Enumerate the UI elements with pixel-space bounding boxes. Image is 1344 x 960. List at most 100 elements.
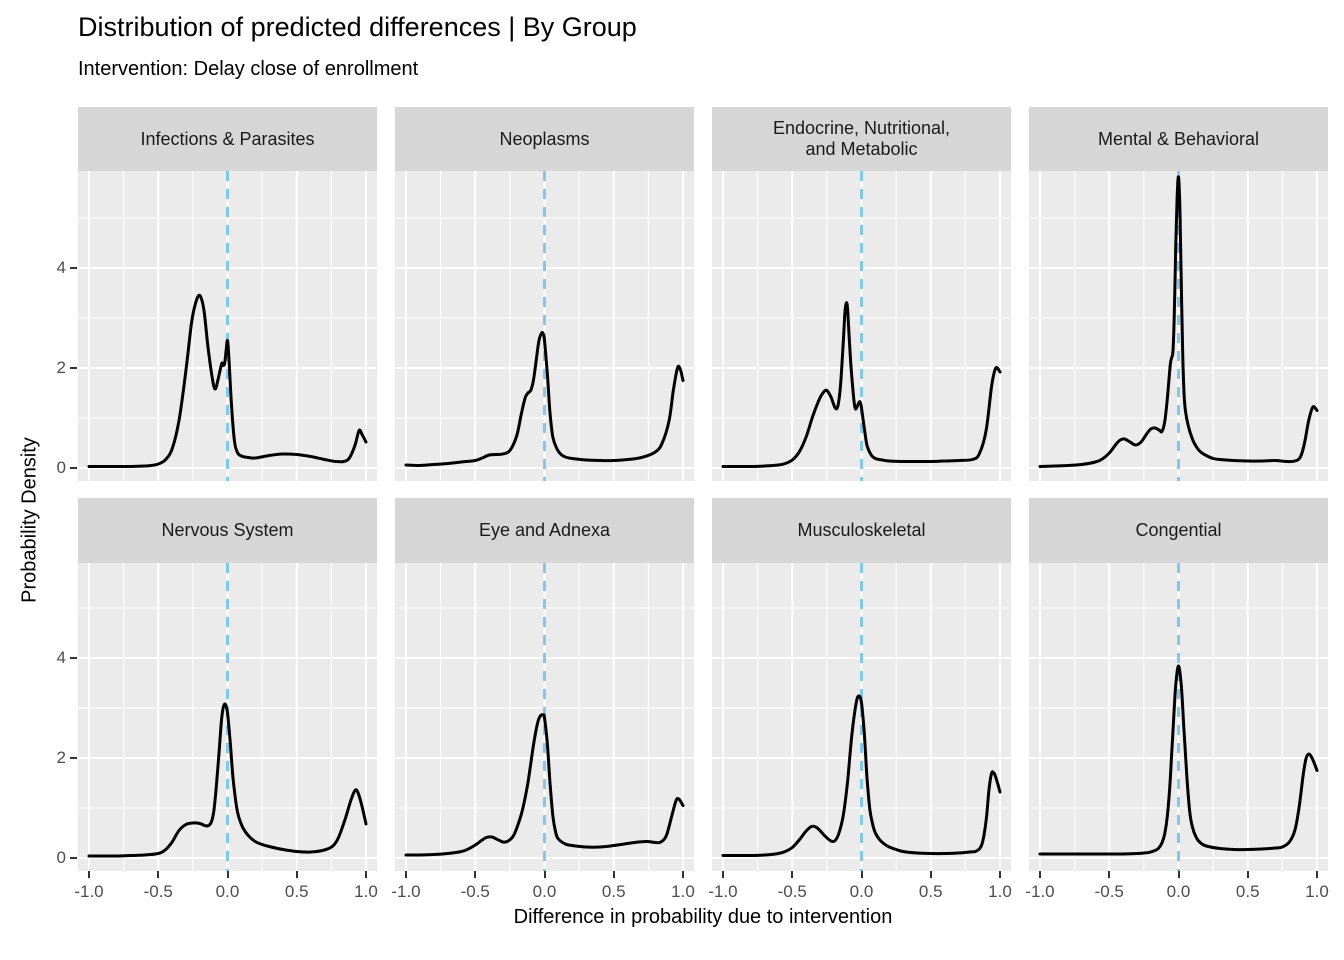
minor-gridlines [712,171,1011,481]
y-tick-label: 4 [56,258,66,277]
x-tick-mark [1039,871,1041,878]
density-plot-endocrine-nutritional-and-metabolic [712,171,1011,481]
facet-strip-musculoskeletal: Musculoskeletal [712,498,1011,563]
y-tick-mark [70,757,77,759]
x-tick-label: 0.5 [1235,882,1260,901]
minor-gridlines [1029,171,1328,481]
x-tick-label: 0.0 [1166,882,1191,901]
plot-title: Distribution of predicted differences | … [78,12,637,42]
x-tick-mark [543,871,546,878]
facet-strip-endocrine-nutritional-and-metabolic: Endocrine, Nutritional, and Metabolic [712,107,1011,171]
x-tick-label: 0.0 [849,882,874,901]
y-axis-title-text: Probability Density [18,437,41,603]
facet-strip-label: Mental & Behavioral [1097,128,1260,149]
facet-strip-nervous-system: Nervous System [78,498,377,563]
x-tick-label: 0.0 [215,882,240,901]
x-tick-label: -0.5 [460,882,490,901]
major-gridlines [712,171,1011,481]
major-gridlines [1029,171,1328,481]
major-gridlines [395,171,694,481]
x-tick-label: 1.0 [1305,882,1329,901]
y-tick-label: 2 [56,748,66,767]
facet-strip-congential: Congential [1029,498,1328,563]
facet-strip-label: Eye and Adnexa [478,520,611,540]
density-curve [87,702,368,858]
x-tick-mark [612,871,615,878]
facet-strip-neoplasms: Neoplasms [395,107,694,171]
y-tick-label: 0 [56,458,66,477]
x-tick-mark [1316,871,1318,878]
facet-panel-congential [1029,563,1328,871]
facet-panel-neoplasms [395,171,694,481]
x-tick-mark [860,871,863,878]
x-tick-mark [791,871,794,878]
facet-strip-label: Congential [1135,520,1222,540]
x-tick-label: -1.0 [1025,882,1055,901]
facet-strip-eye-and-adnexa: Eye and Adnexa [395,498,694,563]
x-tick-label: 0.5 [601,882,626,901]
x-tick-mark [1177,871,1180,878]
x-tick-mark [405,871,407,878]
x-tick-label: -1.0 [74,882,104,901]
density-plot-nervous-system [78,563,377,871]
y-tick-label: 2 [56,358,66,377]
facet-panel-nervous-system [78,563,377,871]
density-curve [1038,175,1319,468]
y-tick-mark [70,267,77,269]
y-tick-mark [70,367,77,369]
facet-panel-infections-parasites [78,171,377,481]
x-tick-mark [88,871,90,878]
x-tick-label: -0.5 [143,882,173,901]
facet-strip-infections-parasites: Infections & Parasites [78,107,377,171]
facet-strip-label: Infections & Parasites [140,128,315,149]
y-tick-mark [70,467,77,469]
x-tick-label: 1.0 [671,882,695,901]
facet-strip-label: Neoplasms [499,128,590,149]
facet-panel-mental-behavioral [1029,171,1328,481]
x-tick-mark [157,871,160,878]
plot-subtitle: Intervention: Delay close of enrollment [78,58,419,80]
x-tick-mark [999,871,1001,878]
facet-strip-mental-behavioral: Mental & Behavioral [1029,107,1328,171]
density-plot-musculoskeletal [712,563,1011,871]
density-curve [404,713,685,857]
facet-panel-eye-and-adnexa [395,563,694,871]
facet-strip-label: Endocrine, Nutritional, [772,118,951,138]
x-tick-mark [1246,871,1249,878]
x-tick-label: 1.0 [354,882,378,901]
x-tick-mark [682,871,684,878]
x-tick-label: -0.5 [777,882,807,901]
density-curve [404,331,685,468]
density-curve [721,694,1002,858]
density-curve [87,293,368,469]
y-tick-label: 4 [56,648,66,667]
x-tick-label: 0.0 [532,882,557,901]
x-tick-label: -1.0 [708,882,738,901]
density-plot-congential [1029,563,1328,871]
x-tick-label: -0.5 [1094,882,1124,901]
density-plot-mental-behavioral [1029,171,1328,481]
facet-strip-label: and Metabolic [805,139,918,159]
density-curve [1038,664,1319,856]
x-axis-title: Difference in probability due to interve… [513,906,893,928]
x-tick-mark [295,871,298,878]
facet-strip-label: Musculoskeletal [797,520,926,540]
x-tick-mark [226,871,229,878]
x-tick-mark [474,871,477,878]
minor-gridlines [395,563,694,871]
x-tick-mark [722,871,724,878]
x-tick-label: 1.0 [988,882,1012,901]
facet-strip-label: Nervous System [161,520,294,540]
facet-panel-musculoskeletal [712,563,1011,871]
y-tick-label: 0 [56,848,66,867]
density-plot-eye-and-adnexa [395,563,694,871]
x-tick-label: 0.5 [918,882,943,901]
y-tick-mark [70,857,77,859]
y-tick-mark [70,657,77,659]
x-tick-mark [929,871,932,878]
x-tick-label: 0.5 [284,882,309,901]
x-tick-label: -1.0 [391,882,421,901]
density-plot-infections-parasites [78,171,377,481]
facet-panel-endocrine-nutritional-and-metabolic [712,171,1011,481]
